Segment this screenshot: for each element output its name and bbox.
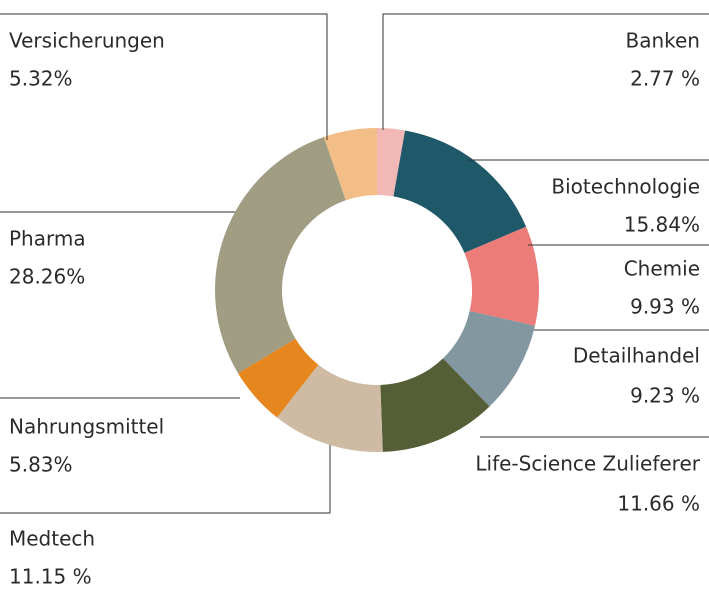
donut-slice	[380, 358, 490, 452]
value-label: 11.66 %	[617, 492, 700, 516]
slice-label: Medtech	[9, 527, 95, 551]
value-label: 28.26%	[9, 265, 85, 289]
slice-label: Detailhandel	[573, 344, 700, 368]
value-label: 5.83%	[9, 453, 73, 477]
value-label: 15.84%	[624, 213, 700, 237]
leader-line	[382, 13, 709, 130]
slice-label: Versicherungen	[9, 29, 165, 53]
donut-slice	[377, 128, 406, 197]
leader-line	[0, 445, 331, 514]
slice-label: Life-Science Zulieferer	[475, 452, 700, 476]
donut-slice	[277, 364, 383, 452]
value-label: 9.23 %	[630, 384, 700, 408]
value-label: 9.93 %	[630, 295, 700, 319]
donut-slice	[464, 226, 539, 326]
slice-label: Nahrungsmittel	[9, 415, 164, 439]
value-label: 11.15 %	[9, 565, 92, 589]
donut-slice	[215, 136, 346, 374]
donut-slice	[443, 310, 536, 407]
donut-slice	[323, 128, 377, 201]
slice-label: Pharma	[9, 227, 86, 251]
leader-line	[0, 13, 328, 140]
donut-slice	[393, 130, 527, 253]
value-label: 2.77 %	[630, 67, 700, 91]
value-label: 5.32%	[9, 67, 73, 91]
slice-label: Chemie	[624, 257, 700, 281]
slice-label: Biotechnologie	[551, 175, 700, 199]
donut-slice	[237, 338, 319, 418]
slice-label: Banken	[625, 29, 700, 53]
